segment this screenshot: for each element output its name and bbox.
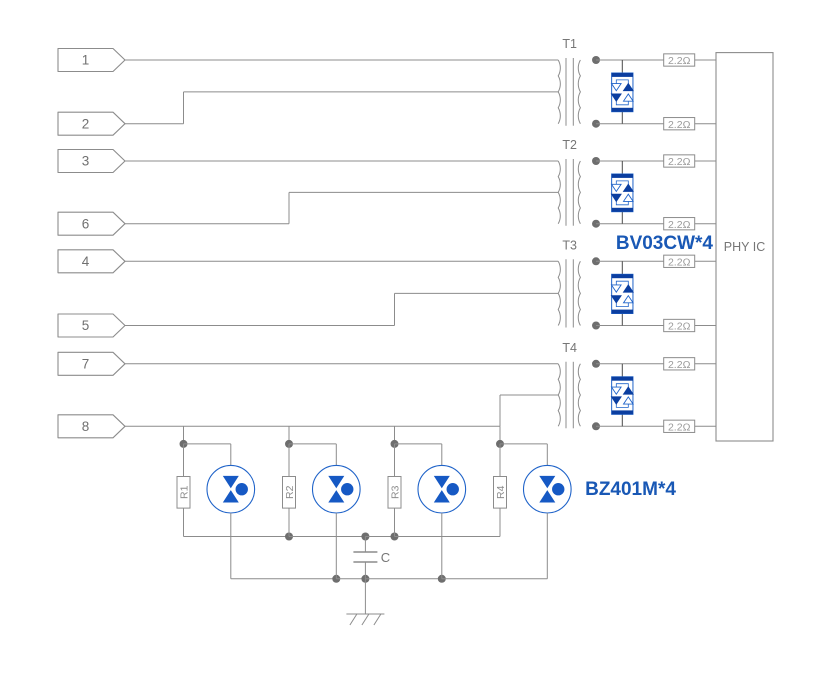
svg-text:2: 2 (82, 116, 90, 131)
svg-text:2.2Ω: 2.2Ω (668, 321, 691, 333)
svg-text:6: 6 (82, 216, 90, 231)
svg-text:T3: T3 (562, 238, 577, 252)
svg-text:R4: R4 (495, 485, 507, 499)
svg-text:4: 4 (82, 254, 90, 269)
svg-text:2.2Ω: 2.2Ω (668, 359, 691, 371)
svg-text:T1: T1 (562, 37, 577, 51)
svg-text:T4: T4 (562, 341, 577, 355)
svg-text:BV03CW*4: BV03CW*4 (616, 233, 714, 254)
svg-text:1: 1 (82, 53, 90, 68)
svg-text:2.2Ω: 2.2Ω (668, 119, 691, 131)
svg-text:C: C (381, 550, 390, 565)
svg-text:R2: R2 (284, 485, 296, 499)
svg-text:R1: R1 (179, 485, 191, 499)
svg-text:2.2Ω: 2.2Ω (668, 257, 691, 269)
svg-text:BZ401M*4: BZ401M*4 (585, 479, 676, 500)
svg-text:2.2Ω: 2.2Ω (668, 156, 691, 168)
svg-text:R3: R3 (390, 485, 402, 499)
svg-text:7: 7 (82, 356, 90, 371)
svg-text:5: 5 (82, 318, 90, 333)
svg-text:3: 3 (82, 154, 90, 169)
svg-text:2.2Ω: 2.2Ω (668, 55, 691, 67)
svg-text:2.2Ω: 2.2Ω (668, 422, 691, 434)
svg-text:8: 8 (82, 419, 90, 434)
svg-text:2.2Ω: 2.2Ω (668, 219, 691, 231)
svg-text:PHY IC: PHY IC (724, 240, 765, 254)
svg-text:T2: T2 (562, 138, 577, 152)
